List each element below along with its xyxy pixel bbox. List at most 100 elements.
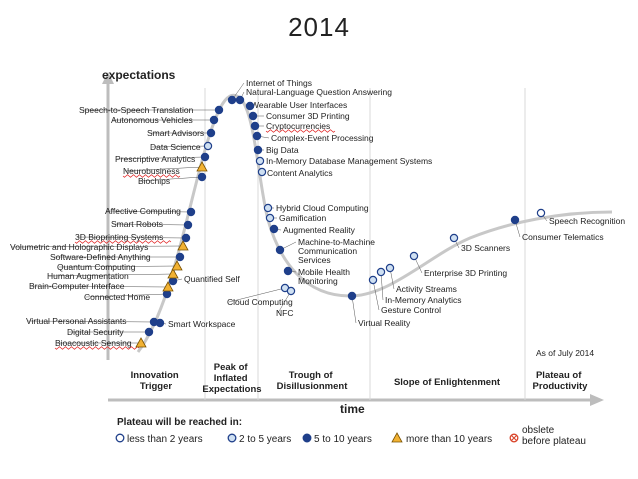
tech-bioacoustic-sensing: Bioacoustic Sensing bbox=[54, 337, 147, 350]
tech-3d-scanners-label: 3D Scanners bbox=[461, 243, 510, 253]
tech-volumetric-and-holographic-displays: Volumetric and Holographic Displays bbox=[10, 240, 189, 252]
legend-label-5-to-10: 5 to 10 years bbox=[314, 434, 372, 445]
tech-biochips: Biochips bbox=[138, 172, 207, 186]
tech-in-memory-analytics: In-Memory Analytics bbox=[376, 267, 462, 305]
phase-label-plateau: Plateau of Productivity bbox=[533, 370, 589, 392]
tech-consumer-telematics-label: Consumer Telematics bbox=[522, 232, 604, 242]
tech-3d-scanners-light-blue-circle-marker bbox=[449, 233, 459, 243]
tech-machine-to-machine-communication-services: Machine-to-Machine Communication Services bbox=[275, 237, 375, 265]
tech-in-memory-database-management-systems: In-Memory Database Management Systems bbox=[255, 156, 432, 166]
tech-connected-home-label: Connected Home bbox=[84, 292, 150, 302]
tech-virtual-reality-leader-line bbox=[351, 295, 357, 324]
phase-label-innovation-trigger: Innovation Trigger bbox=[131, 370, 182, 392]
tech-software-defined-anything: Software-Defined Anything bbox=[50, 252, 185, 262]
tech-virtual-reality: Virtual Reality bbox=[347, 291, 411, 328]
tech-3d-bioprinting-systems-spellcheck-underline bbox=[74, 240, 172, 244]
tech-virtual-reality-dark-blue-circle-marker bbox=[347, 291, 357, 301]
tech-quantum-computing-orange-triangle-marker bbox=[171, 260, 183, 271]
tech-hybrid-cloud-computing-light-blue-circle-marker bbox=[263, 203, 273, 213]
tech-hybrid-cloud-computing: Hybrid Cloud Computing bbox=[263, 203, 369, 213]
tech-big-data-label: Big Data bbox=[266, 145, 299, 155]
tech-speech-to-speech-translation-dark-blue-circle-marker bbox=[214, 105, 224, 115]
tech-affective-computing: Affective Computing bbox=[105, 206, 196, 217]
tech-prescriptive-analytics-label: Prescriptive Analytics bbox=[115, 154, 195, 164]
tech-gesture-control-leader-line bbox=[372, 279, 380, 311]
tech-data-science-leader-line bbox=[151, 145, 209, 148]
tech-nfc-light-blue-circle-marker bbox=[286, 286, 296, 296]
tech-virtual-personal-assistants: Virtual Personal Assistants bbox=[26, 316, 159, 327]
tech-speech-to-speech-translation-label: Speech-to-Speech Translation bbox=[79, 105, 194, 115]
legend-label-obsolete: obslete before plateau bbox=[522, 425, 586, 447]
legend-label-more-than-10: more than 10 years bbox=[406, 434, 492, 445]
tech-software-defined-anything-dark-blue-circle-marker bbox=[175, 252, 185, 262]
tech-activity-streams: Activity Streams bbox=[385, 263, 457, 294]
legend-open-circle-icon bbox=[115, 433, 125, 443]
tech-prescriptive-analytics: Prescriptive Analytics bbox=[115, 152, 210, 164]
tech-connected-home-dark-blue-circle-marker bbox=[162, 289, 172, 299]
tech-affective-computing-dark-blue-circle-marker bbox=[186, 207, 196, 217]
tech-consumer-3d-printing: Consumer 3D Printing bbox=[248, 111, 350, 121]
tech-machine-to-machine-communication-services-dark-blue-circle-marker bbox=[275, 245, 285, 255]
tech-neurobusiness-spellcheck-underline bbox=[122, 174, 181, 178]
tech-virtual-personal-assistants-label: Virtual Personal Assistants bbox=[26, 316, 126, 326]
tech-virtual-personal-assistants-leader-line bbox=[27, 320, 155, 323]
tech-cryptocurrencies-label: Cryptocurrencies bbox=[266, 121, 330, 131]
tech-nfc: NFC bbox=[276, 286, 296, 318]
y-axis-label: expectations bbox=[102, 68, 176, 82]
tech-volumetric-and-holographic-displays-label: Volumetric and Holographic Displays bbox=[10, 242, 148, 252]
tech-gesture-control-light-blue-circle-marker bbox=[368, 275, 378, 285]
tech-consumer-telematics: Consumer Telematics bbox=[510, 215, 604, 242]
tech-brain-computer-interface-label: Brain-Computer Interface bbox=[29, 281, 125, 291]
tech-wearable-user-interfaces-label: Wearable User Interfaces bbox=[251, 100, 347, 110]
tech-smart-advisors-dark-blue-circle-marker bbox=[206, 128, 216, 138]
tech-complex-event-processing: Complex-Event Processing bbox=[252, 131, 374, 143]
tech-content-analytics-light-blue-circle-marker bbox=[257, 167, 267, 177]
tech-gamification-label: Gamification bbox=[279, 213, 327, 223]
tech-digital-security-label: Digital Security bbox=[67, 327, 124, 337]
tech-quantified-self: Quantified Self bbox=[168, 274, 240, 286]
tech-connected-home: Connected Home bbox=[84, 289, 172, 302]
tech-in-memory-database-management-systems-label: In-Memory Database Management Systems bbox=[266, 156, 432, 166]
tech-in-memory-analytics-label: In-Memory Analytics bbox=[385, 295, 462, 305]
x-axis-label: time bbox=[340, 402, 365, 416]
tech-volumetric-and-holographic-displays-orange-triangle-marker bbox=[177, 240, 189, 251]
tech-natural-language-question-answering: Natural-Language Question Answering bbox=[235, 87, 392, 105]
legend-label-2-to-5: 2 to 5 years bbox=[239, 434, 291, 445]
tech-volumetric-and-holographic-displays-leader-line bbox=[11, 245, 184, 248]
tech-data-science-light-blue-circle-marker bbox=[203, 141, 213, 151]
phase-label-slope: Slope of Enlightenment bbox=[394, 377, 501, 388]
tech-mobile-health-monitoring: Mobile Health Monitoring bbox=[283, 266, 350, 286]
tech-brain-computer-interface-orange-triangle-marker bbox=[162, 281, 174, 292]
tech-neurobusiness: Neurobusiness bbox=[122, 161, 208, 178]
tech-neurobusiness-leader-line bbox=[124, 166, 203, 172]
tech-quantified-self-label: Quantified Self bbox=[184, 274, 240, 284]
tech-smart-robots: Smart Robots bbox=[111, 219, 193, 230]
tech-complex-event-processing-label: Complex-Event Processing bbox=[271, 133, 374, 143]
tech-smart-advisors-label: Smart Advisors bbox=[147, 128, 204, 138]
tech-quantum-computing: Quantum Computing bbox=[57, 260, 183, 272]
tech-autonomous-vehicles-dark-blue-circle-marker bbox=[209, 115, 219, 125]
tech-cloud-computing-leader-line bbox=[228, 287, 286, 303]
tech-biochips-leader-line bbox=[139, 176, 203, 182]
tech-machine-to-machine-communication-services-label: Machine-to-Machine Communication Services bbox=[298, 237, 375, 265]
tech-wearable-user-interfaces-dark-blue-circle-marker bbox=[245, 101, 255, 111]
tech-smart-robots-dark-blue-circle-marker bbox=[183, 220, 193, 230]
tech-digital-security-dark-blue-circle-marker bbox=[144, 327, 154, 337]
tech-cryptocurrencies: Cryptocurrencies bbox=[250, 121, 336, 133]
legend-light-blue-circle-icon bbox=[227, 433, 237, 443]
tech-mobile-health-monitoring-label: Mobile Health Monitoring bbox=[298, 267, 350, 286]
tech-autonomous-vehicles: Autonomous Vehicles bbox=[111, 115, 219, 125]
tech-smart-workspace-dark-blue-circle-marker bbox=[155, 318, 165, 328]
tech-quantified-self-dark-blue-circle-marker bbox=[168, 276, 178, 286]
tech-cloud-computing: Cloud Computing bbox=[227, 283, 293, 307]
tech-big-data-dark-blue-circle-marker bbox=[253, 145, 263, 155]
tech-3d-bioprinting-systems-dark-blue-circle-marker bbox=[181, 233, 191, 243]
tech-quantum-computing-leader-line bbox=[58, 265, 178, 268]
tech-neurobusiness-orange-triangle-marker bbox=[196, 161, 208, 172]
tech-connected-home-leader-line bbox=[85, 293, 168, 298]
x-axis-arrow bbox=[590, 394, 604, 406]
tech-consumer-3d-printing-label: Consumer 3D Printing bbox=[266, 111, 350, 121]
tech-speech-to-speech-translation: Speech-to-Speech Translation bbox=[79, 105, 224, 115]
tech-gamification-light-blue-circle-marker bbox=[265, 213, 275, 223]
y-axis-arrow bbox=[102, 72, 114, 84]
